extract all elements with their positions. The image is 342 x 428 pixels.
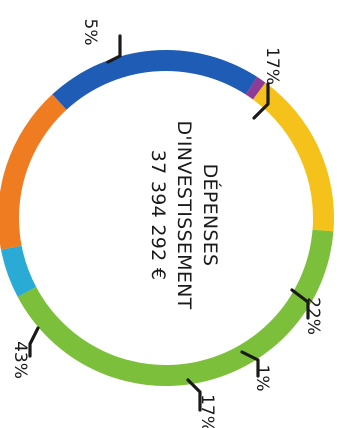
slice-1 [0, 94, 67, 250]
slice-label-1: 17% [262, 47, 282, 85]
slice-2 [52, 50, 258, 110]
leader-line-3 [240, 350, 260, 378]
slice-5 [17, 229, 334, 386]
slice-label-3: 1% [252, 365, 272, 392]
slice-label-0: 5% [80, 19, 100, 46]
center-title-line-2: D'INVESTISSEMENT [173, 120, 195, 309]
slice-label-4: 17% [197, 394, 217, 428]
donut-ring [0, 50, 334, 386]
center-title: DÉPENSES D'INVESTISSEMENT 37 394 292 € [147, 120, 222, 309]
leader-line-0 [106, 34, 122, 64]
slice-label-5: 43% [10, 341, 30, 379]
leader-line-2 [290, 288, 310, 320]
slice-4 [252, 82, 334, 232]
leader-line-5 [28, 326, 40, 358]
slice-0 [1, 245, 37, 297]
label-leaders [28, 34, 310, 412]
leader-line-1 [252, 82, 270, 120]
center-title-line-3: 37 394 292 € [147, 150, 169, 281]
percent-labels: 5% 17% 22% 1% 17% 43% [10, 19, 323, 428]
slice-3 [245, 76, 266, 100]
center-title-line-1: DÉPENSES [199, 164, 222, 267]
slice-label-2: 22% [303, 297, 323, 335]
leader-line-4 [186, 378, 202, 412]
